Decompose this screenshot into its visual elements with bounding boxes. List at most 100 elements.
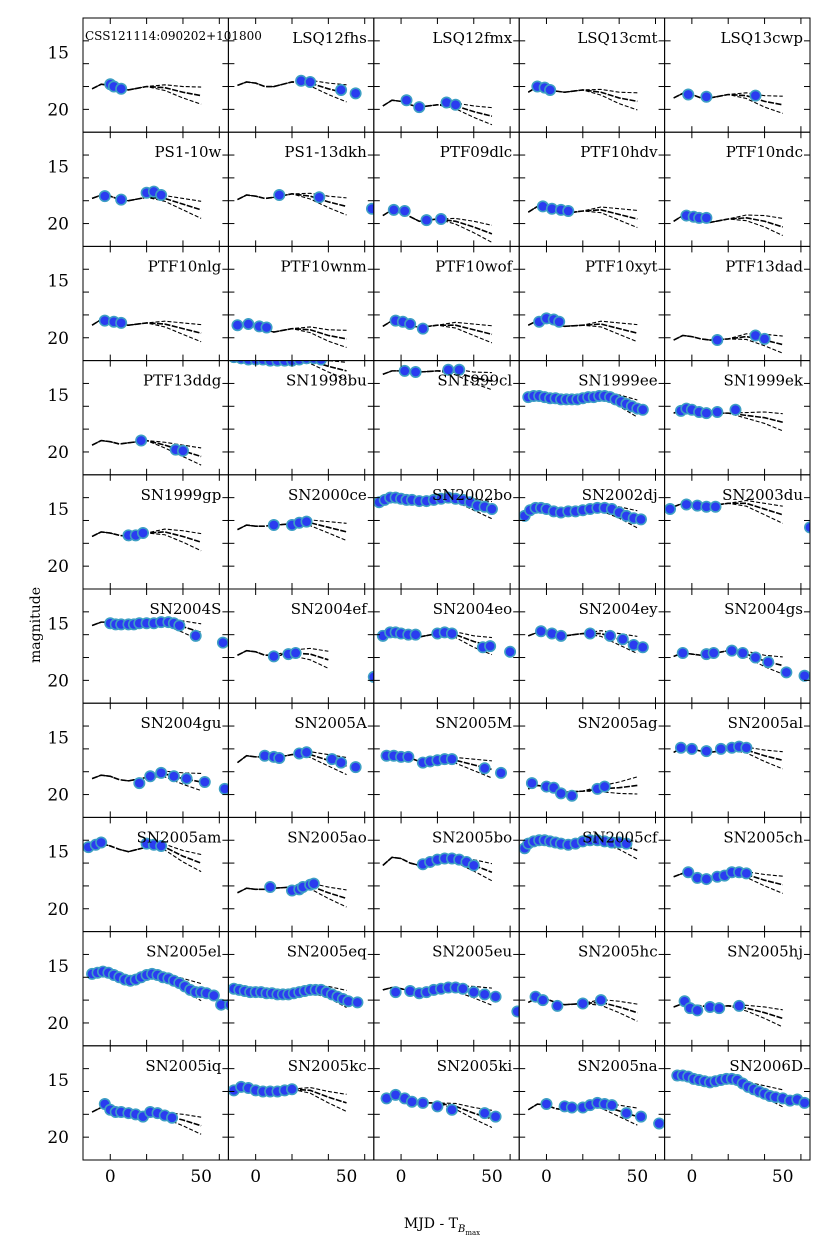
y-tick-label: 15	[47, 614, 69, 634]
panel-title: SN2004S	[150, 600, 222, 618]
data-point	[315, 360, 327, 366]
data-point	[604, 629, 617, 642]
panel-plot-area	[673, 740, 783, 770]
data-point	[598, 780, 611, 793]
y-tick-label: 20	[47, 215, 69, 235]
data-point	[616, 633, 629, 646]
panel: SN2000ce	[227, 474, 375, 590]
data-point	[456, 982, 469, 995]
panel: LSQ12fmx	[373, 17, 520, 133]
model-curve	[233, 1086, 347, 1112]
data-point	[398, 204, 411, 217]
panel-title: SN1998bu	[286, 372, 367, 390]
panel-plot-area	[237, 515, 347, 541]
data-point	[218, 782, 229, 795]
data-point	[445, 753, 458, 766]
panel-title: SN2004ey	[579, 600, 658, 618]
y-tick-label: 20	[47, 100, 69, 120]
data-point	[155, 766, 168, 779]
panel-title: SN2005ag	[577, 714, 658, 732]
data-point	[144, 770, 157, 783]
data-point	[286, 1083, 299, 1096]
data-point	[562, 204, 575, 217]
panel-plot-area	[382, 981, 520, 1018]
panel: SN2004eo	[373, 588, 520, 704]
data-point	[180, 772, 193, 785]
panel: SN2005el 15 20	[47, 931, 229, 1047]
y-tick-label: 15	[47, 157, 69, 177]
data-point	[605, 1099, 618, 1112]
panel-plot-area	[527, 312, 638, 343]
data-point	[544, 83, 557, 96]
data-point	[682, 866, 695, 879]
data-point	[155, 839, 168, 852]
panel-plot-area	[86, 965, 229, 1011]
y-tick-label: 15	[47, 272, 69, 292]
panel: PTF13dad	[664, 245, 811, 362]
x-tick-label: 0	[250, 1167, 261, 1187]
panel-title: PS1-10w	[154, 143, 221, 161]
data-point	[636, 641, 649, 654]
data-point	[478, 762, 491, 775]
data-point	[273, 752, 286, 765]
data-point	[173, 619, 186, 632]
data-point	[700, 407, 713, 420]
data-point	[267, 519, 280, 532]
panel-title: PTF13dad	[725, 257, 803, 275]
panel: PTF10ndc	[664, 131, 811, 247]
data-point	[445, 1103, 458, 1116]
panel-title: SN2004gu	[141, 714, 222, 732]
panel-plot-area	[673, 402, 783, 432]
data-point	[798, 1096, 810, 1109]
data-point	[489, 990, 502, 1003]
data-point	[300, 515, 313, 528]
panel: SN2004ef	[227, 588, 375, 704]
panel-plot-area	[231, 318, 347, 348]
panel: PS1-13dkh	[227, 131, 375, 247]
panel: SN1999gp 15 20	[47, 474, 229, 590]
data-point	[453, 363, 466, 376]
panel-plot-area	[382, 852, 493, 882]
x-tick-label: 50	[627, 1167, 649, 1187]
panel-plot-area	[91, 78, 202, 105]
panel-title: SN2004eo	[433, 600, 512, 618]
data-point	[511, 1005, 520, 1018]
panel-plot-area	[91, 314, 202, 343]
data-point	[714, 742, 727, 755]
panel-plot-area	[673, 209, 783, 237]
panel-plot-area	[519, 834, 638, 860]
panel: SN2003du	[664, 474, 811, 590]
panel-title: SN2005hc	[578, 943, 658, 961]
panel-plot-area	[228, 982, 364, 1009]
y-tick-label: 15	[47, 500, 69, 520]
panel-title: SN2002dj	[582, 486, 658, 504]
y-tick-label: 15	[47, 1071, 69, 1091]
x-tick-label: 0	[105, 1167, 116, 1187]
panel-plot-area	[382, 314, 493, 344]
data-point	[95, 836, 108, 849]
data-point	[749, 651, 762, 664]
panel-title: SN2000ce	[288, 486, 367, 504]
y-tick-label: 15	[47, 957, 69, 977]
panel-title: LSQ13cwp	[721, 29, 803, 47]
data-point	[167, 770, 180, 783]
data-point	[620, 837, 633, 850]
panel-title: PTF10wnm	[280, 257, 366, 275]
panel: PTF10nlg 15 20	[47, 245, 229, 362]
panel: SN2005A	[227, 702, 375, 818]
data-point	[242, 318, 255, 331]
panel: PTF13ddg 15 20	[47, 360, 229, 476]
data-point	[540, 1098, 553, 1111]
model-curve	[524, 507, 638, 529]
panel: SN2005kc 0 50	[227, 1045, 375, 1187]
data-point	[762, 656, 775, 669]
data-point	[711, 405, 724, 418]
panel-plot-area	[373, 491, 498, 520]
data-point	[260, 321, 273, 334]
panel-plot-area	[228, 360, 347, 380]
data-point	[409, 366, 422, 379]
panel-plot-area	[91, 766, 229, 795]
panel-plot-area	[237, 74, 362, 103]
panel-title: LSQ12fmx	[432, 29, 512, 47]
